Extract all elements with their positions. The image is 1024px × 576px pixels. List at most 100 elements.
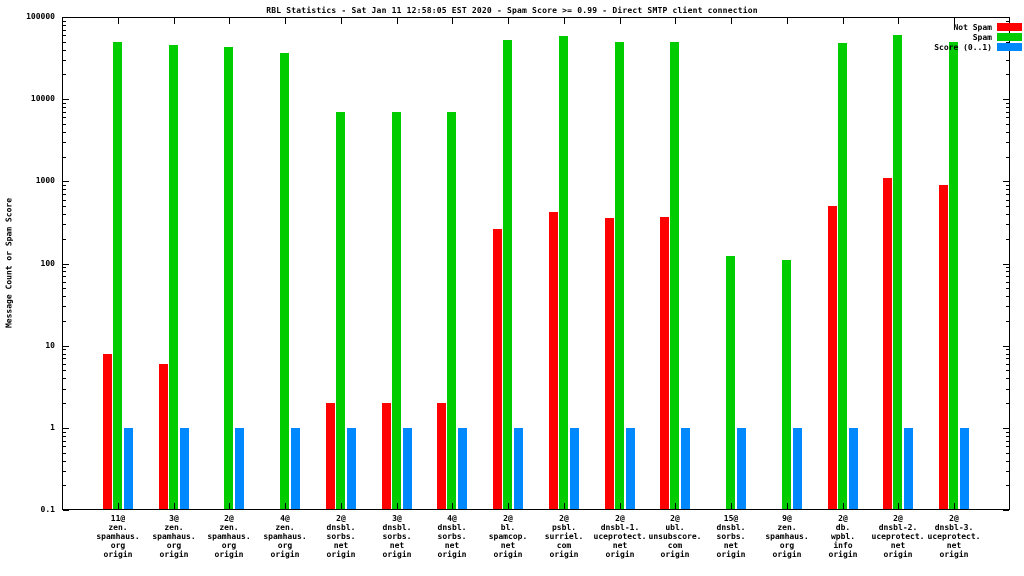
y-minor-tick <box>1006 132 1009 133</box>
x-tick-label: 3@ dnsbl. sorbs. net origin <box>382 514 412 559</box>
bar-not-spam <box>549 212 558 510</box>
x-tick <box>229 503 230 509</box>
bar-not-spam <box>883 178 892 510</box>
y-minor-tick <box>63 453 66 454</box>
x-tick <box>564 503 565 509</box>
x-tick <box>898 18 899 24</box>
y-tick-label: 10000 <box>30 94 55 103</box>
x-tick-label: 2@ zen. spamhaus. org origin <box>207 514 251 559</box>
y-minor-tick <box>1006 436 1009 437</box>
x-tick-label: 9@ zen. spamhaus. org origin <box>765 514 809 559</box>
x-tick <box>397 503 398 509</box>
y-minor-tick <box>63 403 66 404</box>
x-tick <box>118 18 119 24</box>
x-tick <box>452 18 453 24</box>
y-tick-label: 100 <box>40 259 55 268</box>
bar-not-spam <box>493 229 502 510</box>
y-minor-tick <box>63 21 66 22</box>
bar-score-0-1- <box>626 428 635 510</box>
y-minor-tick <box>63 349 66 350</box>
y-minor-tick <box>1006 288 1009 289</box>
bar-spam <box>503 40 512 510</box>
y-tick <box>1003 346 1009 347</box>
legend-label: Not Spam <box>953 22 992 32</box>
y-tick-label: 1 <box>50 423 55 432</box>
bar-spam <box>782 260 791 510</box>
y-tick <box>1003 510 1009 511</box>
y-tick <box>63 17 69 18</box>
y-minor-tick <box>1006 214 1009 215</box>
y-minor-tick <box>1006 239 1009 240</box>
y-minor-tick <box>63 25 66 26</box>
x-tick <box>675 18 676 24</box>
x-tick-label: 2@ dnsbl. sorbs. net origin <box>326 514 356 559</box>
bar-score-0-1- <box>904 428 913 510</box>
y-minor-tick <box>63 30 66 31</box>
y-minor-tick <box>63 157 66 158</box>
x-tick-label: 2@ psbl. surriel. com origin <box>544 514 584 559</box>
y-minor-tick <box>63 42 66 43</box>
x-tick <box>118 503 119 509</box>
x-tick <box>341 18 342 24</box>
y-minor-tick <box>63 432 66 433</box>
x-tick-label: 2@ dnsbl-2. uceprotect. net origin <box>871 514 925 559</box>
y-minor-tick <box>63 35 66 36</box>
x-tick <box>174 503 175 509</box>
y-minor-tick <box>63 74 66 75</box>
y-minor-tick <box>63 461 66 462</box>
x-tick-label: 4@ dnsbl. sorbs. net origin <box>437 514 467 559</box>
y-minor-tick <box>63 378 66 379</box>
y-minor-tick <box>1006 142 1009 143</box>
bar-score-0-1- <box>737 428 746 510</box>
bar-spam <box>280 53 289 510</box>
legend-swatch <box>997 23 1022 31</box>
y-minor-tick <box>1006 321 1009 322</box>
legend-label: Score (0..1) <box>934 42 992 52</box>
x-tick-label: 4@ zen. spamhaus. org origin <box>263 514 307 559</box>
y-minor-tick <box>1006 267 1009 268</box>
y-minor-tick <box>1006 200 1009 201</box>
y-minor-tick <box>1006 185 1009 186</box>
x-tick <box>174 18 175 24</box>
y-tick <box>1003 264 1009 265</box>
bar-score-0-1- <box>291 428 300 510</box>
y-tick <box>1003 99 1009 100</box>
y-minor-tick <box>1006 370 1009 371</box>
plot-border <box>62 17 1010 510</box>
y-minor-tick <box>63 471 66 472</box>
y-minor-tick <box>1006 21 1009 22</box>
bar-spam <box>949 42 958 510</box>
y-tick <box>63 264 69 265</box>
bar-score-0-1- <box>235 428 244 510</box>
y-minor-tick <box>1006 189 1009 190</box>
x-tick <box>564 18 565 24</box>
y-minor-tick <box>1006 206 1009 207</box>
y-minor-tick <box>63 321 66 322</box>
bar-spam <box>893 35 902 510</box>
bar-not-spam <box>660 217 669 510</box>
y-minor-tick <box>63 194 66 195</box>
y-minor-tick <box>1006 117 1009 118</box>
bar-spam <box>169 45 178 510</box>
x-tick <box>341 503 342 509</box>
y-minor-tick <box>1006 441 1009 442</box>
x-tick <box>285 18 286 24</box>
y-minor-tick <box>63 189 66 190</box>
x-tick <box>787 503 788 509</box>
bar-spam <box>670 42 679 510</box>
x-tick-label: 2@ db. wpbl. info origin <box>828 514 858 559</box>
y-minor-tick <box>1006 107 1009 108</box>
x-tick <box>397 18 398 24</box>
y-minor-tick <box>1006 74 1009 75</box>
bar-score-0-1- <box>793 428 802 510</box>
y-minor-tick <box>1006 364 1009 365</box>
x-tick <box>898 503 899 509</box>
bar-score-0-1- <box>514 428 523 510</box>
bar-score-0-1- <box>960 428 969 510</box>
y-minor-tick <box>63 485 66 486</box>
y-minor-tick <box>63 446 66 447</box>
y-minor-tick <box>63 267 66 268</box>
y-tick <box>63 346 69 347</box>
x-tick-label: 2@ dnsbl-1. uceprotect. net origin <box>593 514 647 559</box>
